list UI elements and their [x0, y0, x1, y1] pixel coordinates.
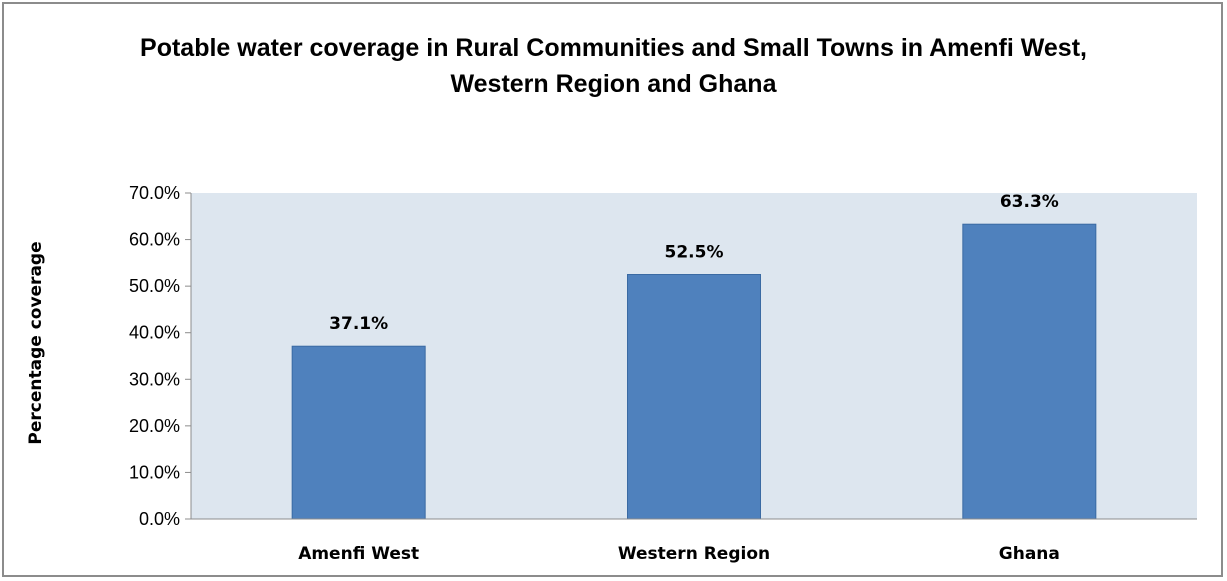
data-labels: 37.1% 52.5% 63.3%: [329, 192, 1059, 334]
y-tick-label: 10.0%: [129, 462, 180, 482]
y-tick-label: 20.0%: [129, 416, 180, 436]
chart-title-line-2: Western Region and Ghana: [450, 70, 777, 98]
y-tick-label: 30.0%: [129, 369, 180, 389]
x-category-label: Western Region: [618, 544, 770, 564]
x-axis-categories: Amenfi West Western Region Ghana: [298, 544, 1060, 564]
data-label: 63.3%: [1000, 192, 1059, 212]
data-label: 37.1%: [329, 314, 388, 334]
chart-title: Potable water coverage in Rural Communit…: [0, 30, 1227, 102]
bar: [962, 223, 1097, 520]
x-category-label: Ghana: [999, 544, 1060, 564]
x-category-label: Amenfi West: [298, 544, 419, 564]
chart-title-line-1: Potable water coverage in Rural Communit…: [140, 34, 1087, 62]
y-axis-ticks: 0.0% 10.0% 20.0% 30.0% 40.0% 50.0% 60.0% 70.0%: [129, 183, 191, 529]
y-tick-label: 70.0%: [129, 183, 180, 203]
y-tick-label: 50.0%: [129, 276, 180, 296]
y-axis-title: Percentage coverage: [26, 241, 46, 444]
y-tick-label: 40.0%: [129, 323, 180, 343]
bar: [627, 274, 761, 520]
y-tick-label: 60.0%: [129, 230, 180, 250]
data-label: 52.5%: [665, 243, 724, 263]
y-tick-label: 0.0%: [139, 509, 180, 529]
bars: [291, 223, 1097, 520]
bar: [291, 345, 426, 520]
